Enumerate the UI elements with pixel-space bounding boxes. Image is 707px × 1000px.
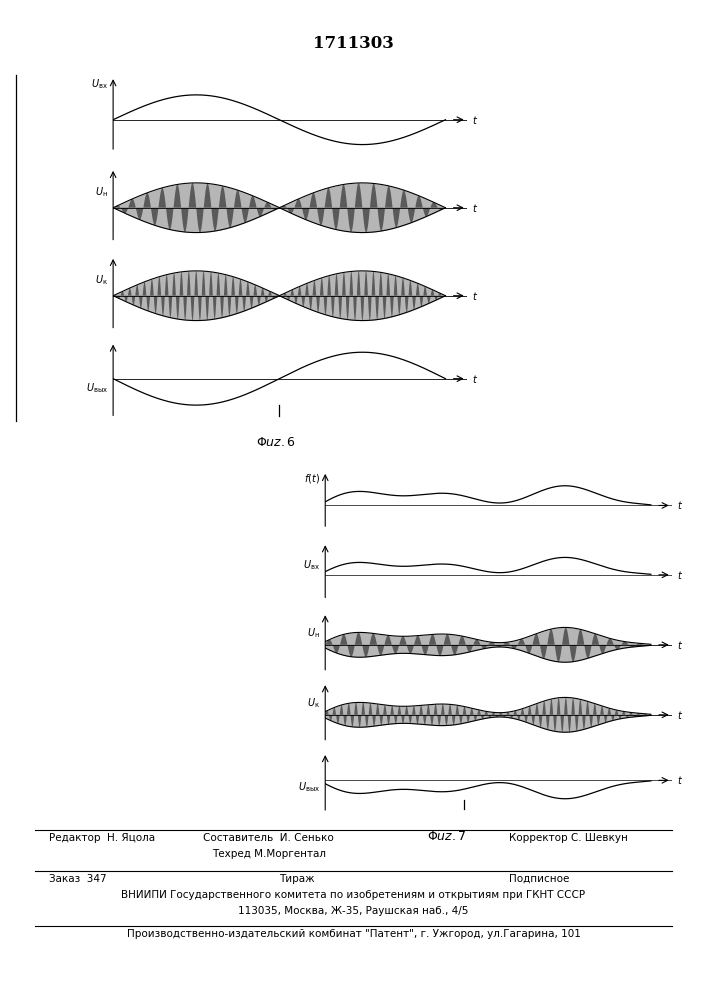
Text: $U_{\rm вых}$: $U_{\rm вых}$ xyxy=(298,780,320,794)
Text: Тираж: Тираж xyxy=(279,874,315,884)
Text: $t$: $t$ xyxy=(677,774,683,786)
Text: $U_{\rm к}$: $U_{\rm к}$ xyxy=(307,696,320,710)
Text: $\Phi u\mathit{z}.7$: $\Phi u\mathit{z}.7$ xyxy=(426,830,467,843)
Text: $U_{\rm вх}$: $U_{\rm вх}$ xyxy=(91,77,108,91)
Text: Редактор  Н. Яцола: Редактор Н. Яцола xyxy=(49,833,156,843)
Text: $t$: $t$ xyxy=(677,639,683,651)
Text: Заказ  347: Заказ 347 xyxy=(49,874,107,884)
Text: $f(t)$: $f(t)$ xyxy=(304,472,320,485)
Text: $U_{\rm н}$: $U_{\rm н}$ xyxy=(307,626,320,640)
Text: $t$: $t$ xyxy=(472,373,478,385)
Text: Производственно-издательский комбинат "Патент", г. Ужгород, ул.Гагарина, 101: Производственно-издательский комбинат "П… xyxy=(127,929,580,939)
Text: $t$: $t$ xyxy=(677,569,683,581)
Text: ВНИИПИ Государственного комитета по изобретениям и открытиям при ГКНТ СССР: ВНИИПИ Государственного комитета по изоб… xyxy=(122,890,585,900)
Text: $t$: $t$ xyxy=(472,114,478,126)
Text: 113035, Москва, Ж-35, Раушская наб., 4/5: 113035, Москва, Ж-35, Раушская наб., 4/5 xyxy=(238,906,469,916)
Text: $U_{\rm н}$: $U_{\rm н}$ xyxy=(95,185,108,199)
Text: $t$: $t$ xyxy=(677,499,683,511)
Text: $U_{\rm вх}$: $U_{\rm вх}$ xyxy=(303,559,320,572)
Text: Техред М.Моргентал: Техред М.Моргентал xyxy=(211,849,326,859)
Text: 1711303: 1711303 xyxy=(313,35,394,52)
Text: $U_{\rm к}$: $U_{\rm к}$ xyxy=(95,273,108,287)
Text: $U_{\rm вых}$: $U_{\rm вых}$ xyxy=(86,381,108,395)
Text: Корректор С. Шевкун: Корректор С. Шевкун xyxy=(509,833,628,843)
Text: $t$: $t$ xyxy=(472,290,478,302)
Text: Подписное: Подписное xyxy=(509,874,569,884)
Text: $\Phi u\mathit{z}.6$: $\Phi u\mathit{z}.6$ xyxy=(256,436,296,449)
Text: $t$: $t$ xyxy=(677,709,683,721)
Text: $t$: $t$ xyxy=(472,202,478,214)
Text: Составитель  И. Сенько: Составитель И. Сенько xyxy=(204,833,334,843)
